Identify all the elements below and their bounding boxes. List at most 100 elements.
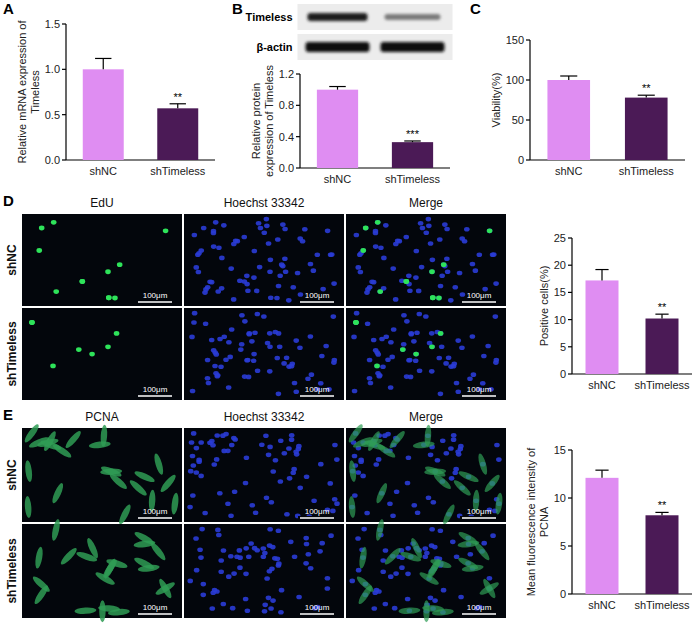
nucleus	[268, 258, 274, 263]
nucleus	[246, 331, 252, 336]
panel-letter: E	[3, 406, 13, 423]
y-tick-label: 5	[560, 341, 566, 353]
nucleus	[267, 369, 273, 374]
nucleus	[411, 339, 417, 344]
x-tick-label: shNC	[588, 379, 616, 391]
error-cap	[95, 58, 111, 59]
y-axis-title-line: Relative protein	[250, 83, 262, 159]
nucleus	[328, 252, 334, 257]
nucleus	[289, 433, 295, 438]
edu-cell	[112, 296, 118, 301]
micrograph: 100μm	[346, 214, 506, 306]
nucleus	[418, 221, 424, 226]
nucleus	[287, 476, 293, 481]
pcna-cell	[483, 473, 502, 494]
nucleus	[277, 344, 283, 349]
pcna-cell	[99, 600, 105, 622]
nucleus	[276, 563, 282, 568]
edu-cell	[429, 269, 435, 274]
nucleus	[195, 252, 201, 257]
pcna-cell	[42, 430, 58, 452]
nucleus	[267, 569, 273, 574]
channel-title: Hoechst 33342	[224, 410, 305, 424]
nucleus	[289, 437, 295, 442]
significance: **	[173, 91, 182, 103]
y-tick	[568, 237, 572, 238]
edu-cell	[29, 320, 35, 325]
y-tick	[62, 114, 66, 115]
nucleus	[464, 227, 470, 232]
nucleus	[274, 356, 280, 361]
pcna-cell	[348, 496, 356, 518]
scale-label: 100μm	[467, 291, 492, 300]
scale-label: 100μm	[305, 507, 330, 516]
pcna-cell	[74, 607, 96, 615]
scale-ground	[460, 516, 498, 522]
error-cap	[595, 470, 608, 471]
nucleus	[201, 226, 207, 231]
significance: **	[658, 301, 667, 313]
image-ground	[184, 308, 344, 400]
nucleus	[251, 359, 257, 364]
nucleus	[193, 470, 199, 475]
edu-cell	[400, 347, 406, 352]
nucleus	[388, 385, 394, 390]
scale-ground	[460, 300, 498, 306]
y-axis-title: Viability(%)	[490, 73, 502, 128]
nucleus	[444, 256, 450, 261]
error-stem	[103, 58, 104, 69]
nucleus	[248, 541, 254, 546]
blot-band	[306, 42, 370, 52]
nucleus	[441, 588, 447, 593]
nucleus	[356, 568, 362, 573]
nucleus	[357, 252, 363, 257]
significance: ***	[406, 128, 420, 140]
error-bar	[170, 104, 186, 109]
nucleus	[325, 229, 331, 234]
error-bar	[595, 470, 608, 478]
blot-band	[381, 42, 445, 52]
nucleus	[375, 220, 381, 225]
pcna-cell	[85, 537, 100, 560]
significance: **	[642, 82, 651, 94]
nucleus	[231, 297, 237, 302]
pcna-cell	[461, 564, 484, 573]
nucleus	[268, 606, 274, 611]
nucleus	[451, 364, 457, 369]
pcna-cell	[383, 546, 403, 566]
nucleus	[253, 510, 259, 515]
nucleus	[242, 279, 248, 284]
nucleus	[319, 354, 325, 359]
nucleus	[308, 334, 314, 339]
nucleus	[262, 603, 268, 608]
nucleus	[187, 505, 193, 510]
y-axis-title-line: Viability(%)	[490, 73, 502, 128]
pcna-cell	[34, 546, 44, 569]
scale-bar	[138, 301, 172, 303]
edu-cell	[80, 279, 86, 284]
edu-cell	[51, 220, 57, 225]
y-tick	[568, 265, 572, 266]
nucleus	[332, 443, 338, 448]
pcna-cell	[494, 492, 503, 515]
nucleus	[364, 511, 370, 516]
nucleus	[284, 355, 290, 360]
row-label: shNC	[5, 244, 19, 276]
nucleus	[426, 224, 432, 229]
micrograph: 100μm	[22, 214, 182, 306]
nucleus	[198, 440, 204, 445]
nucleus	[383, 223, 389, 228]
edu-cell	[105, 344, 111, 349]
nucleus	[428, 241, 434, 246]
nucleus	[403, 235, 409, 240]
nucleus	[246, 554, 252, 559]
nucleus	[275, 237, 281, 242]
y-tick-label: 0.0	[279, 162, 294, 174]
nucleus	[459, 236, 465, 241]
y-tick	[62, 23, 66, 24]
y-tick	[62, 69, 66, 70]
nucleus	[404, 319, 410, 324]
pcna-cell	[452, 478, 473, 497]
nucleus	[443, 361, 449, 366]
error-cap	[560, 75, 577, 76]
